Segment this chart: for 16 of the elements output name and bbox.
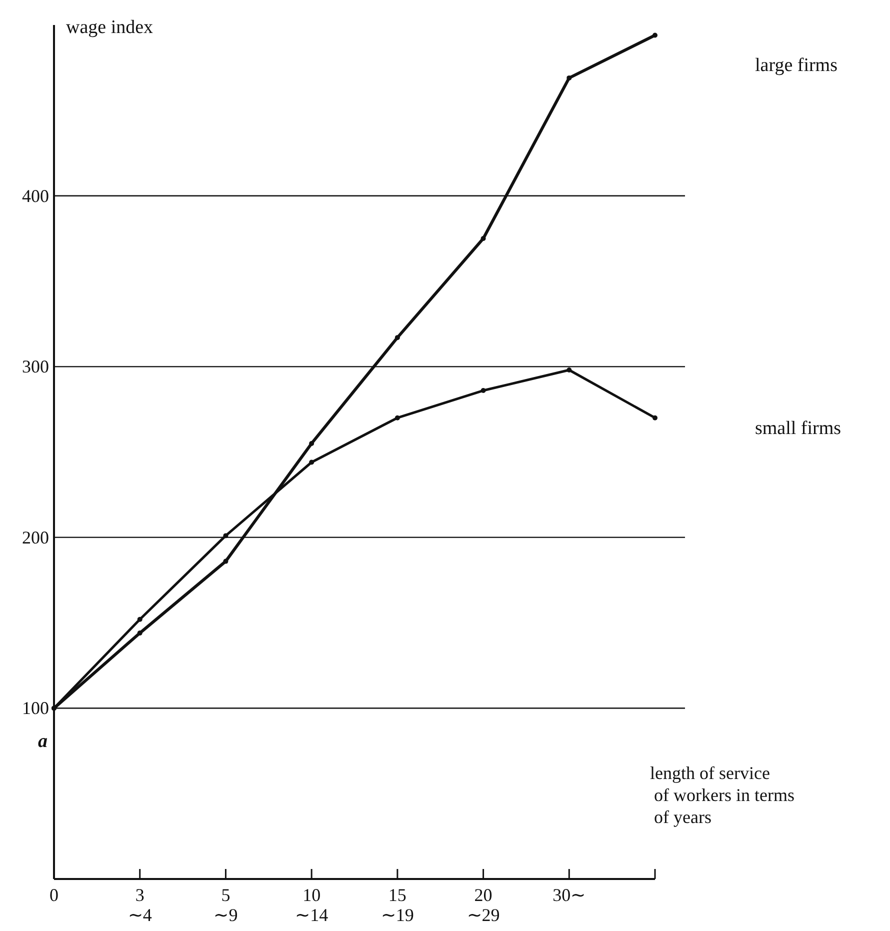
x-tick-label: 20 ∼29 <box>466 885 500 925</box>
x-axis-title: length of service of workers in terms of years <box>650 763 794 827</box>
x-tick-label: 15 ∼19 <box>380 885 414 925</box>
x-tick-label: 3 ∼4 <box>128 885 152 925</box>
x-tick-label: 30∼ <box>552 885 586 905</box>
y-tick-label: 100 <box>22 698 49 718</box>
y-axis-title: wage index <box>66 17 154 38</box>
y-tick-label: 300 <box>22 356 49 377</box>
x-tick-label: 10 ∼14 <box>295 885 328 925</box>
x-tick-label: 5 ∼9 <box>214 885 238 925</box>
y-tick-label: 200 <box>22 527 49 548</box>
x-tick-label: 0 <box>50 885 58 905</box>
text: large firms <box>755 55 838 76</box>
y-tick-label: 400 <box>22 186 49 206</box>
text: a <box>38 731 48 752</box>
text: small firms <box>755 418 842 439</box>
